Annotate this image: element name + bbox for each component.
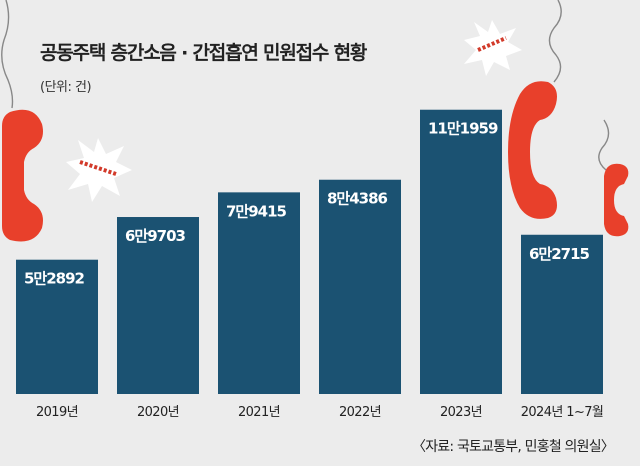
bar-0 — [16, 259, 98, 394]
x-tick-label-3: 2022년 — [339, 405, 381, 420]
bar-2 — [218, 192, 300, 394]
phone-cord-right-1 — [548, 0, 562, 83]
data-label-0: 5만2892 — [24, 270, 85, 288]
data-label-3: 8만4386 — [327, 190, 388, 208]
dashed-ring-icon — [79, 160, 117, 176]
x-tick-label-5: 2024년 1~7월 — [521, 405, 604, 420]
phone-cord-left — [1, 0, 14, 109]
data-label-4: 11만1959 — [428, 120, 498, 138]
phone-handset-right-icon — [508, 81, 557, 219]
bar-3 — [319, 179, 401, 394]
x-tick-label-1: 2020년 — [137, 405, 179, 420]
source-note: 〈자료: 국토교통부, 민홍철 의원실〉 — [412, 439, 615, 455]
ringing-burst-left — [66, 138, 132, 202]
unit-note: (단위: 건) — [40, 80, 92, 95]
data-label-1: 6만9703 — [125, 227, 186, 245]
phone-handset-small-icon — [604, 163, 629, 237]
phone-handset-left-icon — [2, 109, 43, 242]
data-label-5: 6만2715 — [529, 245, 590, 263]
ringing-burst-right — [464, 20, 522, 76]
bar-5 — [521, 234, 603, 394]
x-tick-label-4: 2023년 — [440, 405, 482, 420]
dashed-ring-icon — [477, 36, 507, 52]
bar-4 — [420, 109, 502, 394]
bar-1 — [117, 217, 199, 394]
burst-icon — [464, 20, 522, 76]
phone-cord-right-2 — [598, 119, 610, 171]
decorations — [1, 0, 610, 171]
x-tick-label-0: 2019년 — [36, 405, 78, 420]
data-label-2: 7만9415 — [226, 202, 287, 220]
chart-title: 공동주택 층간소음 · 간접흡연 민원접수 현황 — [40, 42, 367, 64]
x-tick-label-2: 2021년 — [238, 405, 280, 420]
